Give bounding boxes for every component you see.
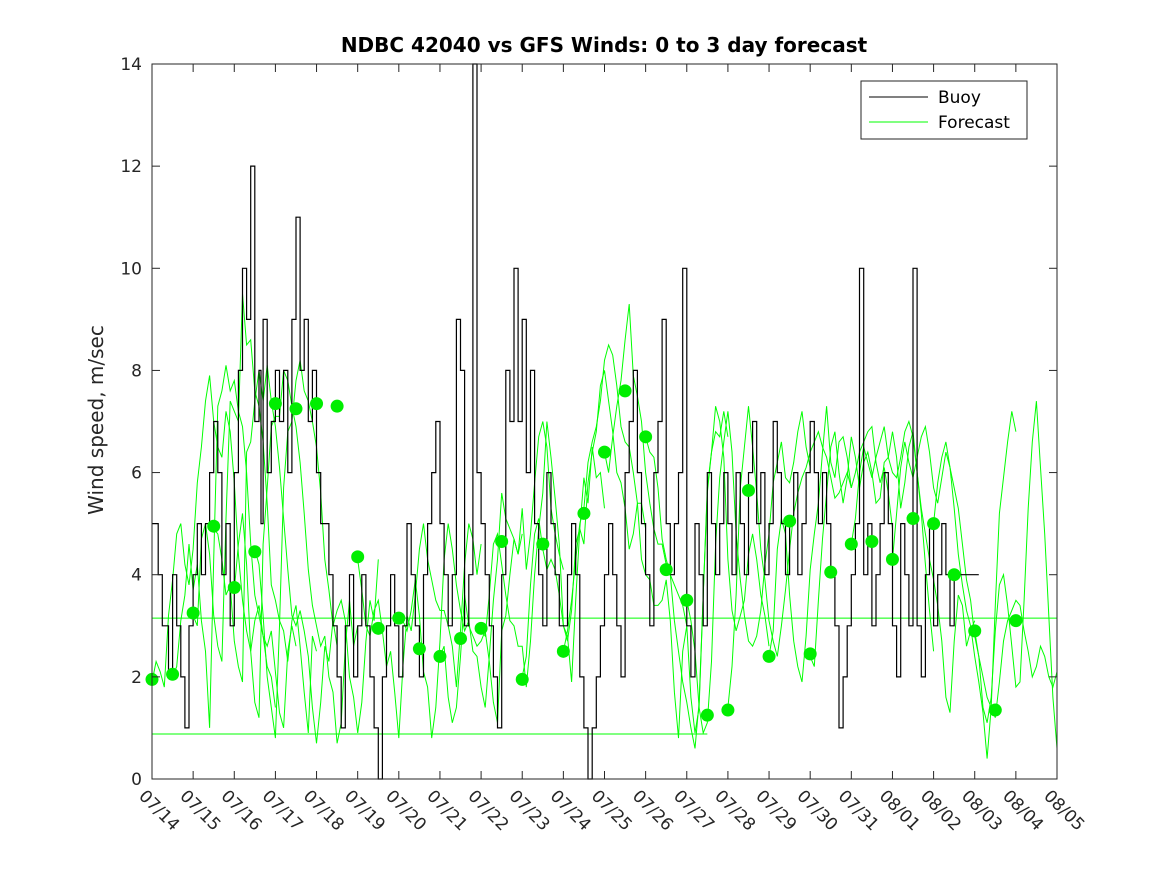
forecast-dot-19	[536, 537, 550, 551]
forecast-line-6	[357, 523, 482, 739]
legend-forecast-label: Forecast	[938, 113, 1010, 133]
legend-buoy-label: Buoy	[938, 88, 981, 108]
forecast-dot-22	[598, 445, 611, 459]
forecast-dot-26	[680, 593, 694, 607]
forecast-line-16	[768, 406, 893, 683]
forecast-dot-38	[927, 517, 941, 531]
forecast-dot-32	[803, 647, 817, 661]
y-tick-label-6: 12	[120, 157, 142, 177]
forecast-dot-16	[474, 621, 488, 635]
forecast-dot-12	[392, 611, 406, 625]
forecast-dot-11	[371, 621, 385, 635]
y-tick-label-4: 8	[131, 361, 142, 381]
y-axis-label: Wind speed, m/sec	[84, 325, 108, 515]
forecast-dot-18	[515, 672, 529, 686]
forecast-line-14	[686, 411, 811, 735]
forecast-dot-42	[1009, 614, 1023, 628]
forecast-dot-14	[433, 649, 447, 663]
forecast-dot-4	[227, 580, 241, 594]
y-tick-label-3: 6	[131, 464, 142, 484]
forecast-dot-9	[330, 399, 344, 413]
forecast-dot-37	[906, 512, 920, 526]
forecast-dot-27	[700, 708, 714, 722]
forecast-dot-3	[207, 519, 221, 533]
forecast-dot-35	[865, 535, 879, 549]
forecast-dot-23	[618, 384, 632, 398]
forecast-dot-39	[947, 568, 961, 582]
forecast-line-20	[933, 401, 1058, 749]
forecast-dot-30	[762, 649, 776, 663]
forecast-dot-8	[310, 397, 324, 411]
y-axis: 0 2 4 6 8 10 12 14	[120, 55, 1057, 790]
y-tick-label-5: 10	[120, 259, 142, 279]
legend-box	[860, 80, 1028, 140]
forecast-dot-2	[186, 606, 200, 620]
forecast-dot-13	[412, 642, 426, 656]
plot-background	[152, 64, 1057, 779]
forecast-dot-33	[824, 565, 838, 579]
forecast-dot-24	[639, 430, 653, 444]
forecast-dot-28	[721, 703, 735, 717]
forecast-dot-17	[495, 535, 509, 549]
forecast-line-9	[480, 421, 605, 688]
forecast-dot-15	[454, 632, 468, 646]
forecast-dot-25	[659, 563, 673, 577]
y-tick-label-0: 0	[131, 770, 142, 790]
forecast-dot-10	[351, 550, 365, 564]
forecast-dots	[145, 384, 1023, 722]
forecast-dot-6	[268, 397, 282, 411]
y-tick-label-7: 14	[120, 55, 142, 75]
forecast-dot-34	[844, 537, 858, 551]
forecast-line-7	[398, 492, 523, 739]
forecast-dot-31	[783, 514, 797, 528]
forecast-dot-29	[741, 483, 755, 497]
y-tick-label-2: 4	[131, 566, 142, 586]
forecast-dot-41	[988, 703, 1002, 717]
forecast-dot-7	[289, 402, 303, 416]
chart-title: NDBC 42040 vs GFS Winds: 0 to 3 day fore…	[341, 33, 868, 57]
forecast-dot-5	[248, 545, 262, 559]
forecast-dot-40	[968, 624, 982, 638]
forecast-line-4	[233, 370, 359, 744]
forecast-dot-20	[556, 644, 570, 658]
forecast-dot-21	[577, 506, 591, 520]
forecast-line-3	[213, 365, 338, 744]
legend: Buoy Forecast	[860, 80, 1028, 140]
forecast-dot-1	[166, 667, 180, 681]
forecast-dot-36	[885, 552, 899, 566]
y-tick-label-1: 2	[131, 668, 142, 688]
